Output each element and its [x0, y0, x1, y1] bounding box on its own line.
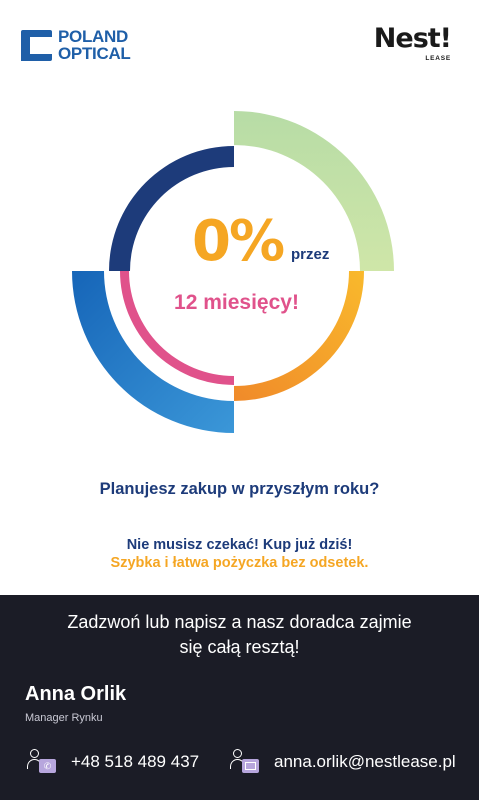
brand-line-2: OPTICAL — [58, 44, 131, 63]
promo-percent: 0% — [192, 209, 285, 274]
ring-segment-blue — [72, 271, 234, 433]
email-contact[interactable]: anna.orlik@nestlease.pl — [230, 745, 456, 779]
advisor-role: Manager Rynku — [25, 712, 103, 724]
phone-contact[interactable]: ✆ +48 518 489 437 — [27, 745, 199, 779]
nest-lease-logo: Nest! LEASE — [373, 23, 452, 63]
contact-footer: Zadzwoń lub napisz a nasz doradca zajmie… — [0, 595, 479, 800]
poland-optical-mark-icon — [21, 30, 52, 61]
poland-optical-wordmark: POLAND OPTICAL — [58, 28, 131, 62]
ring-segment-orange — [234, 271, 364, 401]
phone-number[interactable]: +48 518 489 437 — [71, 752, 200, 771]
email-person-icon — [230, 747, 260, 777]
promo-through: przez — [291, 246, 330, 263]
phone-person-icon: ✆ — [27, 747, 57, 777]
footer-cta-line-1: Zadzwoń lub napisz a nasz doradca zajmie — [67, 612, 412, 632]
poland-optical-logo: POLAND OPTICAL — [21, 28, 141, 66]
promo-period: 12 miesięcy! — [0, 291, 479, 315]
ring-segment-green — [234, 111, 394, 271]
tagline-primary: Nie musisz czekać! Kup już dziś! — [126, 537, 353, 553]
promo-period-text: 12 miesięcy! — [174, 291, 299, 314]
advisor-name: Anna Orlik — [25, 683, 127, 705]
promo-headline: 0% przez — [192, 213, 329, 271]
brand-line-1: POLAND — [58, 27, 128, 46]
ring-segment-navy — [109, 146, 234, 271]
question-heading: Planujesz zakup w przyszłym roku? — [99, 480, 380, 498]
email-address[interactable]: anna.orlik@nestlease.pl — [274, 752, 456, 771]
footer-cta: Zadzwoń lub napisz a nasz doradca zajmie… — [0, 610, 479, 660]
tagline-secondary: Szybka i łatwa pożyczka bez odsetek. — [110, 555, 369, 571]
nest-subtitle: LEASE — [425, 55, 451, 62]
footer-cta-line-2: się całą resztą! — [179, 637, 300, 657]
ring-segment-pink — [120, 271, 234, 385]
promo-ring-graphic — [72, 111, 394, 433]
nest-wordmark: Nest! — [373, 23, 452, 54]
